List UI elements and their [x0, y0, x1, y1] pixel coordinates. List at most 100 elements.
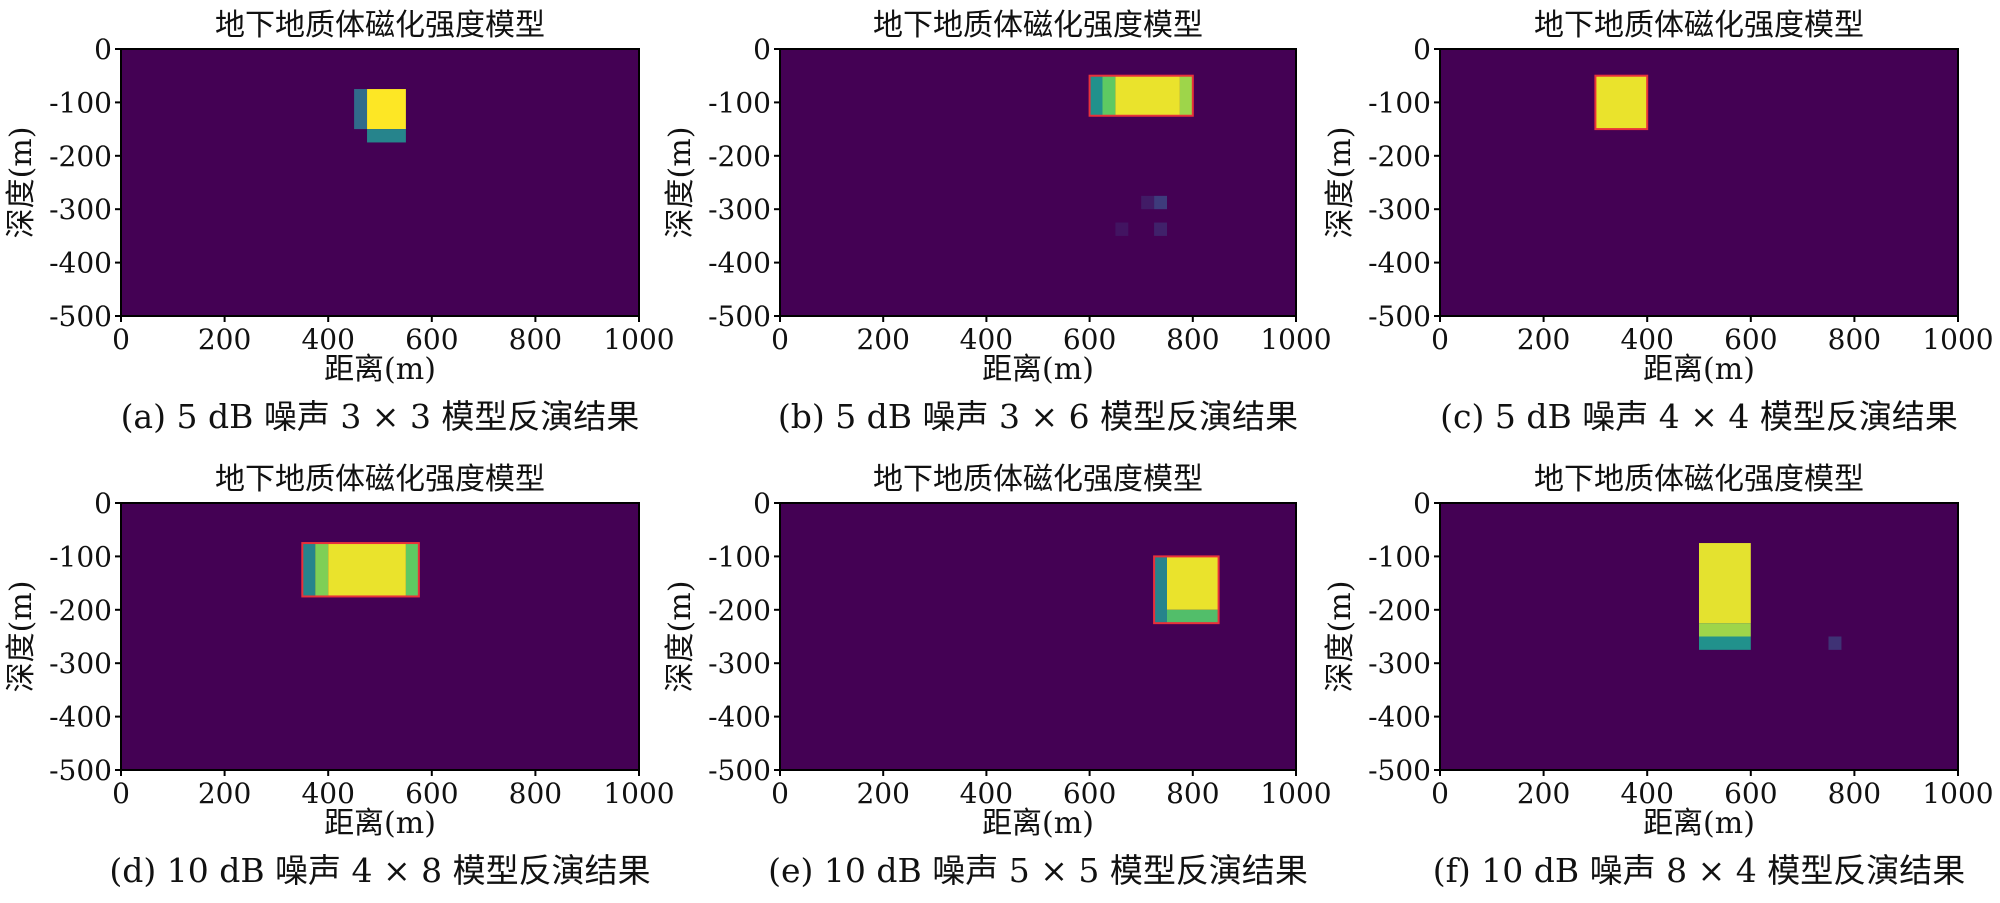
- y-tick-label: -400: [708, 701, 771, 734]
- y-tick-label: -100: [1368, 540, 1431, 573]
- y-tick-label: -300: [1368, 647, 1431, 680]
- panel-title: 地下地质体磁化强度模型: [873, 8, 1203, 43]
- model-outline: [301, 542, 420, 598]
- x-tick-label: 400: [1620, 777, 1673, 810]
- heatmap-cell: [1179, 75, 1193, 116]
- panel-title: 地下地质体磁化强度模型: [215, 462, 545, 497]
- y-axis-label: 深度(m): [663, 127, 698, 239]
- y-tick-label: -400: [49, 701, 112, 734]
- y-tick-label: -200: [708, 140, 771, 173]
- y-tick-label: -400: [1368, 701, 1431, 734]
- y-tick-label: -100: [49, 540, 112, 573]
- panel-title: 地下地质体磁化强度模型: [215, 8, 545, 43]
- heatmap-cell: [315, 543, 329, 597]
- x-tick-label: 1000: [1922, 323, 1993, 356]
- heatmap-cell: [1167, 609, 1219, 624]
- x-tick-label: 800: [509, 777, 562, 810]
- heatmap-cell: [1154, 222, 1167, 236]
- x-tick-label: 800: [1828, 777, 1881, 810]
- y-tick-label: -500: [49, 300, 112, 333]
- y-tick-label: -200: [1368, 594, 1431, 627]
- y-tick-label: -200: [49, 594, 112, 627]
- axes-frame: [779, 48, 1297, 317]
- y-tick-label: -100: [49, 86, 112, 119]
- axes-frame: [1439, 502, 1959, 771]
- heatmap-cell: [1595, 75, 1648, 130]
- y-tick-label: -300: [708, 193, 771, 226]
- y-tick-label: -400: [708, 247, 771, 280]
- heatmap-cell: [367, 89, 406, 130]
- heatmap-cell: [1154, 556, 1167, 624]
- x-tick-label: 0: [1431, 323, 1449, 356]
- x-tick-label: 0: [771, 777, 789, 810]
- x-tick-label: 200: [1517, 777, 1570, 810]
- y-tick-label: 0: [94, 487, 112, 520]
- y-tick-label: -500: [49, 754, 112, 787]
- x-tick-label: 400: [960, 323, 1013, 356]
- y-tick-label: -500: [708, 754, 771, 787]
- y-tick-label: -100: [1368, 86, 1431, 119]
- panel-caption: (f) 10 dB 噪声 8 × 4 模型反演结果: [1433, 851, 1965, 890]
- x-tick-label: 600: [1724, 323, 1777, 356]
- plot-area: [1440, 49, 1958, 316]
- x-tick-label: 400: [960, 777, 1013, 810]
- y-tick-label: -400: [1368, 247, 1431, 280]
- heatmap-cell: [1167, 556, 1219, 610]
- y-tick-label: -100: [708, 86, 771, 119]
- x-tick-label: 0: [112, 323, 130, 356]
- y-tick-label: -200: [1368, 140, 1431, 173]
- x-tick-label: 1000: [603, 323, 674, 356]
- heatmap-cell: [328, 543, 406, 597]
- x-axis-label: 距离(m): [324, 806, 436, 841]
- plot-area: [780, 503, 1296, 770]
- x-tick-label: 1000: [603, 777, 674, 810]
- x-tick-label: 200: [856, 323, 909, 356]
- y-tick-label: 0: [753, 487, 771, 520]
- y-axis-label: 深度(m): [1323, 127, 1358, 239]
- y-tick-label: 0: [94, 33, 112, 66]
- panel-title: 地下地质体磁化强度模型: [873, 462, 1203, 497]
- plot-area: [780, 49, 1296, 316]
- y-tick-label: 0: [1413, 33, 1431, 66]
- panel-title: 地下地质体磁化强度模型: [1534, 8, 1864, 43]
- panel-caption: (d) 10 dB 噪声 4 × 8 模型反演结果: [109, 851, 650, 890]
- x-tick-label: 600: [405, 777, 458, 810]
- panel-caption: (e) 10 dB 噪声 5 × 5 模型反演结果: [768, 851, 1308, 890]
- panel-caption: (b) 5 dB 噪声 3 × 6 模型反演结果: [778, 397, 1298, 436]
- x-tick-label: 800: [1828, 323, 1881, 356]
- heatmap-cell: [1699, 623, 1751, 637]
- heatmap-cell: [405, 543, 419, 597]
- model-outline: [1088, 74, 1194, 117]
- x-axis-label: 距离(m): [324, 352, 436, 387]
- heatmap-cell: [1115, 222, 1129, 236]
- x-tick-label: 1000: [1260, 323, 1331, 356]
- y-axis-label: 深度(m): [663, 581, 698, 693]
- y-axis-label: 深度(m): [4, 581, 39, 693]
- x-tick-label: 800: [1166, 777, 1219, 810]
- y-tick-label: 0: [753, 33, 771, 66]
- heatmap-cell: [302, 543, 316, 597]
- model-outline: [1153, 555, 1220, 625]
- panel-title: 地下地质体磁化强度模型: [1534, 462, 1864, 497]
- y-tick-label: -100: [708, 540, 771, 573]
- heatmap-cell: [354, 89, 368, 130]
- y-tick-label: -300: [49, 647, 112, 680]
- x-tick-label: 0: [771, 323, 789, 356]
- y-axis-label: 深度(m): [1323, 581, 1358, 693]
- axes-frame: [1439, 48, 1959, 317]
- heatmap-cell: [1115, 75, 1180, 116]
- x-tick-label: 0: [112, 777, 130, 810]
- heatmap-cell: [1699, 636, 1751, 650]
- heatmap-cell: [1089, 75, 1103, 116]
- x-tick-label: 0: [1431, 777, 1449, 810]
- x-axis-label: 距离(m): [1643, 352, 1755, 387]
- heatmap-cell: [1699, 543, 1751, 624]
- heatmap-cell: [1154, 195, 1167, 210]
- y-tick-label: -300: [1368, 193, 1431, 226]
- y-tick-label: -200: [708, 594, 771, 627]
